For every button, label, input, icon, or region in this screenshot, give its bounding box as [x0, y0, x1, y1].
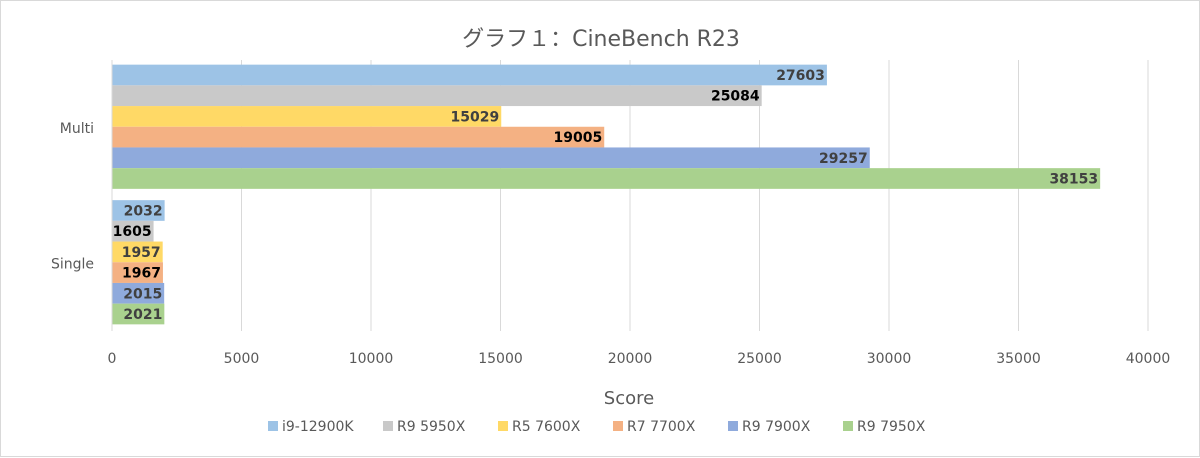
legend-swatch — [613, 421, 623, 431]
bar — [112, 106, 502, 127]
legend-swatch — [728, 421, 738, 431]
bar — [112, 168, 1101, 189]
y-axis: Multi Single — [51, 60, 113, 331]
data-label: 2021 — [123, 307, 162, 323]
data-label: 27603 — [776, 68, 825, 84]
legend-swatch — [268, 421, 278, 431]
legend-swatch — [383, 421, 393, 431]
legend-label: R9 7900X — [742, 419, 811, 435]
legend-swatch — [498, 421, 508, 431]
category-label: Single — [51, 256, 94, 272]
bar — [112, 220, 154, 242]
data-label: 29257 — [819, 151, 868, 167]
legend: i9-12900K R9 5950X R5 7600X R7 7700X R9 7900… — [268, 419, 926, 435]
data-label: 1957 — [122, 245, 161, 261]
bar — [112, 147, 870, 169]
x-tick-label: 20000 — [608, 351, 653, 367]
bar — [112, 64, 827, 86]
x-tick-label: 25000 — [737, 351, 782, 367]
bar — [112, 85, 762, 107]
legend-label: R9 5950X — [397, 419, 466, 435]
bar — [112, 200, 165, 221]
data-label: 25084 — [711, 89, 760, 105]
bar — [112, 241, 163, 263]
x-tick-label: 10000 — [349, 351, 394, 367]
x-tick-label: 15000 — [478, 351, 523, 367]
data-label: 2032 — [124, 204, 163, 220]
bar — [112, 303, 165, 325]
data-label: 2015 — [123, 286, 162, 302]
legend-label: R7 7700X — [627, 419, 696, 435]
x-tick-label: 30000 — [867, 351, 912, 367]
legend-label: R9 7950X — [857, 419, 926, 435]
x-tick-label: 40000 — [1126, 351, 1171, 367]
x-tick-label: 5000 — [224, 351, 260, 367]
data-labels: 27603 25084 15029 19005 29257 38153 2032 1605 19… — [113, 68, 1099, 323]
data-label: 1605 — [113, 224, 152, 240]
data-label: 38153 — [1049, 172, 1098, 188]
bar — [112, 126, 605, 148]
category-label: Multi — [60, 121, 94, 137]
x-tick-label: 35000 — [996, 351, 1041, 367]
data-label: 19005 — [554, 130, 603, 146]
x-axis: 0 5000 10000 15000 20000 25000 30000 35000 40000 — [108, 351, 1171, 367]
bar — [112, 282, 165, 304]
legend-label: R5 7600X — [512, 419, 581, 435]
bar — [112, 262, 163, 283]
x-axis-title: Score — [604, 388, 654, 409]
x-tick-label: 0 — [108, 351, 117, 367]
legend-label: i9-12900K — [282, 419, 354, 435]
data-label: 15029 — [451, 109, 500, 125]
bars — [112, 64, 1101, 325]
legend-swatch — [843, 421, 853, 431]
data-label: 1967 — [122, 266, 161, 282]
chart-title: グラフ１：CineBench R23 — [462, 27, 740, 52]
